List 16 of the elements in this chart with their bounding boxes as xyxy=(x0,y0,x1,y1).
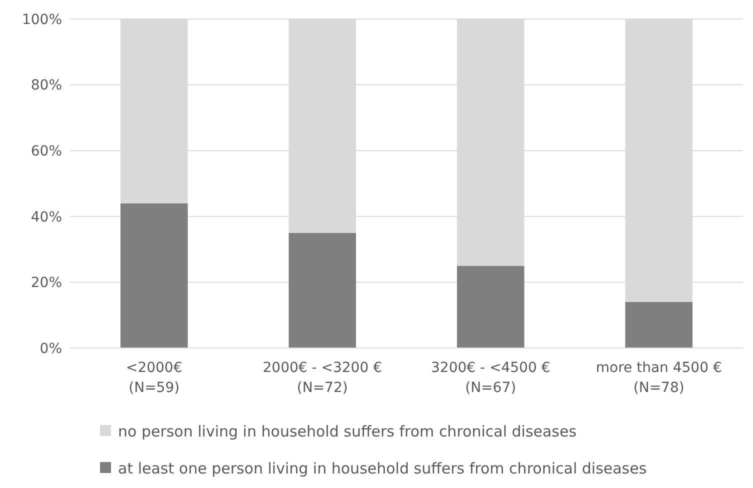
y-tick-label: 60% xyxy=(30,144,62,160)
x-tick-label: 3200€ - <4500 € (N=67) xyxy=(431,360,550,396)
x-tick-label: 2000€ - <3200 € (N=72) xyxy=(262,360,382,396)
x-tick-label: <2000€ (N=59) xyxy=(126,360,182,396)
y-tick-label: 40% xyxy=(30,209,62,226)
bar xyxy=(456,266,524,348)
y-tick-label: 20% xyxy=(30,275,62,292)
bar xyxy=(625,302,693,348)
legend-label: no person living in household suffers from chronical diseases xyxy=(118,422,577,440)
legend-label: at least one person living in household suffers from chronical diseases xyxy=(118,459,647,478)
bar xyxy=(120,203,188,348)
y-tick-label: 80% xyxy=(30,78,62,94)
y-tick-label: 100% xyxy=(22,12,62,28)
x-tick-label: more than 4500 € (N=78) xyxy=(596,360,722,396)
bar xyxy=(288,232,356,348)
y-tick-label: 0% xyxy=(40,340,62,357)
